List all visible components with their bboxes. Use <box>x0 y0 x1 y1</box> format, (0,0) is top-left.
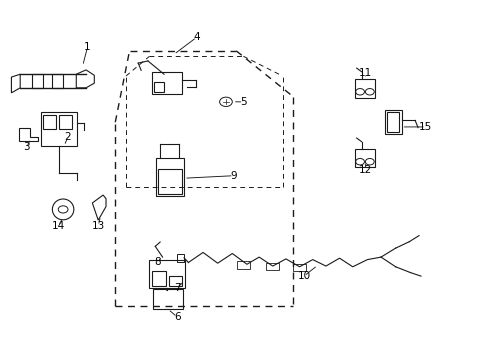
Bar <box>52 74 62 88</box>
Bar <box>156 158 183 196</box>
Bar <box>153 289 183 309</box>
Bar <box>266 263 279 270</box>
Bar <box>384 110 401 134</box>
Text: 10: 10 <box>297 271 310 281</box>
Bar <box>177 254 183 262</box>
Text: 4: 4 <box>193 32 200 42</box>
Bar <box>158 168 181 194</box>
Text: 8: 8 <box>154 257 161 267</box>
Text: 12: 12 <box>358 165 371 175</box>
Bar <box>354 149 374 167</box>
Bar <box>293 264 305 271</box>
Bar <box>152 72 182 94</box>
Text: 13: 13 <box>91 221 104 231</box>
Bar <box>168 276 181 286</box>
Text: 7: 7 <box>174 283 180 293</box>
Bar <box>41 112 77 146</box>
Bar <box>32 74 43 88</box>
Bar <box>154 82 163 93</box>
Text: 5: 5 <box>240 97 246 107</box>
Text: 6: 6 <box>174 312 180 322</box>
Text: 2: 2 <box>64 132 71 142</box>
Text: 1: 1 <box>84 42 91 52</box>
Bar <box>237 261 249 269</box>
Bar <box>152 271 166 286</box>
Text: 15: 15 <box>418 122 431 132</box>
Bar <box>354 79 374 98</box>
Text: 9: 9 <box>230 171 237 181</box>
Bar <box>43 115 56 129</box>
Bar <box>59 115 72 129</box>
Text: 14: 14 <box>52 221 65 231</box>
Text: 11: 11 <box>358 68 371 78</box>
Bar <box>386 112 398 132</box>
Text: 3: 3 <box>23 142 30 152</box>
Bar <box>149 260 184 288</box>
